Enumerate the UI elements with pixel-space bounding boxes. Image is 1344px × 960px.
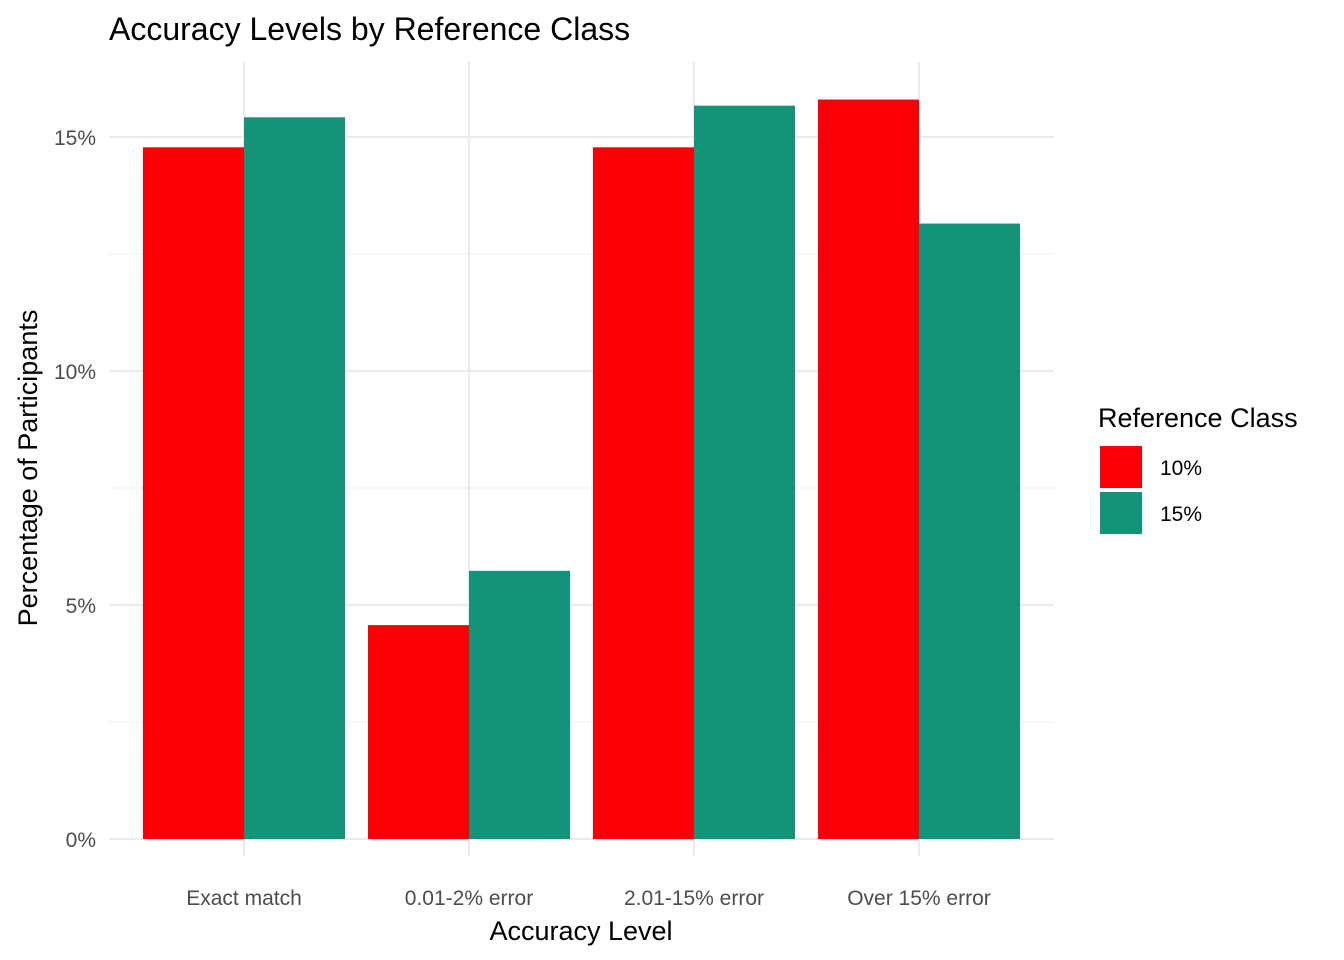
x-tick-label: 2.01-15% error [624,887,764,910]
legend-label: 15% [1160,503,1202,526]
legend-items: 10% 15% [1100,446,1202,534]
x-axis-tick-labels: Exact match 0.01-2% error 2.01-15% error Ov… [186,887,991,910]
bar-15pct-0 [244,117,345,840]
legend-title: Reference Class [1098,403,1298,433]
bar-15pct-3 [919,223,1020,839]
bar-15pct-2 [694,105,795,840]
legend-key-15pct [1100,492,1142,534]
legend: Reference Class 10% 15% [1098,403,1298,534]
y-tick-label: 15% [54,127,96,150]
y-axis-title: Percentage of Participants [13,310,43,627]
x-axis-title: Accuracy Level [489,916,672,946]
legend-key-10pct [1100,446,1142,488]
y-tick-label: 5% [66,595,96,618]
chart-title: Accuracy Levels by Reference Class [109,11,630,47]
bar-10pct-1 [368,625,469,839]
x-tick-label: Exact match [186,887,302,910]
bar-10pct-0 [143,147,244,839]
y-axis-tick-labels: 0% 5% 10% 15% [54,127,96,852]
x-tick-label: 0.01-2% error [405,887,533,910]
y-tick-label: 0% [66,829,96,852]
bars [143,99,1020,840]
bar-10pct-3 [818,99,919,839]
x-tick-label: Over 15% error [847,887,991,910]
y-tick-label: 10% [54,361,96,384]
bar-10pct-2 [593,147,694,839]
bar-15pct-1 [469,570,570,839]
legend-label: 10% [1160,457,1202,480]
